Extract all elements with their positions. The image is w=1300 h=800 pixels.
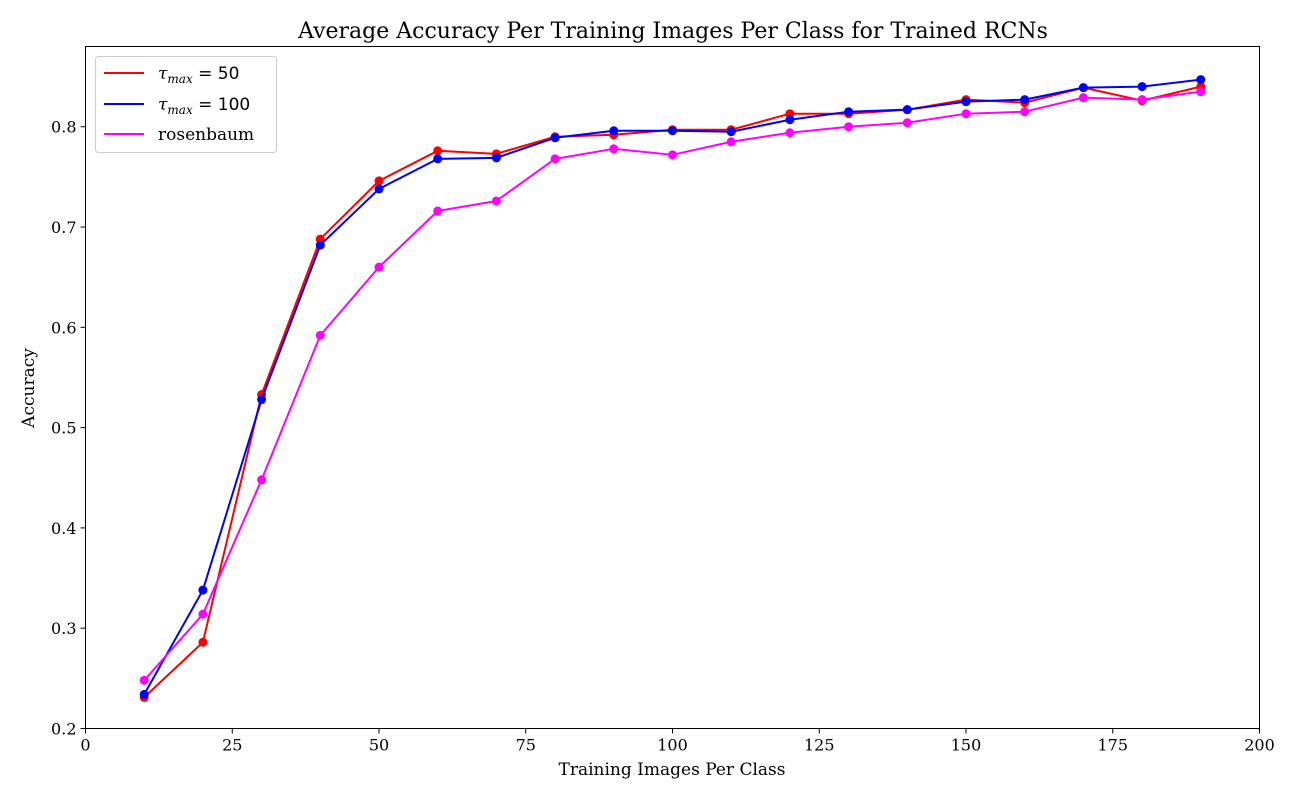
data-point — [433, 154, 443, 164]
x-tick-label: 150 — [951, 736, 982, 755]
data-point — [433, 146, 443, 156]
data-point — [961, 97, 971, 107]
data-point — [902, 118, 912, 128]
data-point — [609, 126, 619, 136]
y-tick-label: 0.5 — [51, 419, 76, 438]
data-point — [550, 133, 560, 143]
legend-label-tau-100: τmax = 100 — [158, 95, 250, 117]
data-point — [198, 637, 208, 647]
data-point — [1196, 75, 1206, 85]
series-1 — [139, 75, 1206, 699]
data-point — [902, 105, 912, 115]
legend-label-rosenbaum: rosenbaum — [158, 125, 254, 145]
data-point — [668, 126, 677, 136]
data-point — [609, 144, 619, 154]
data-point — [374, 184, 384, 194]
legend: τmax = 50 τmax = 100 rosenbaum — [95, 56, 277, 153]
data-point — [198, 609, 208, 619]
x-axis-label: Training Images Per Class — [559, 760, 786, 780]
data-point — [315, 240, 325, 250]
x-tick-label: 25 — [222, 736, 242, 755]
data-point — [315, 330, 325, 340]
y-tick-label: 0.7 — [51, 218, 76, 237]
x-tick-label: 175 — [1097, 736, 1128, 755]
x-axis: 0 25 50 75 100 125 150 175 200 — [80, 728, 1275, 755]
x-tick-label: 200 — [1244, 736, 1275, 755]
y-tick-label: 0.8 — [51, 118, 76, 137]
x-tick-label: 75 — [516, 736, 536, 755]
data-point — [374, 176, 384, 186]
y-tick-label: 0.4 — [51, 519, 76, 538]
legend-label-tau-50: τmax = 50 — [158, 64, 239, 86]
data-point — [257, 475, 267, 485]
data-point — [198, 585, 208, 595]
data-point — [374, 262, 384, 272]
data-point — [1137, 95, 1147, 105]
y-tick-label: 0.3 — [51, 619, 76, 638]
series-layer — [139, 75, 1206, 702]
y-axis-label: Accuracy — [19, 348, 39, 429]
data-point — [844, 122, 854, 132]
data-point — [668, 150, 677, 160]
data-point — [550, 154, 560, 164]
data-point — [961, 109, 971, 119]
data-point — [1078, 93, 1088, 103]
series-2 — [139, 87, 1206, 685]
data-point — [257, 395, 267, 405]
data-point — [139, 675, 149, 685]
y-tick-label: 0.6 — [51, 318, 76, 337]
x-tick-label: 0 — [80, 736, 90, 755]
y-axis: 0.2 0.3 0.4 0.5 0.6 0.7 0.8 — [51, 118, 86, 739]
data-point — [1078, 83, 1088, 93]
x-tick-label: 125 — [804, 736, 835, 755]
y-tick-label: 0.2 — [51, 720, 76, 739]
chart-title: Average Accuracy Per Training Images Per… — [297, 19, 1048, 44]
data-point — [726, 137, 736, 147]
data-point — [1137, 82, 1147, 92]
data-point — [1020, 107, 1030, 117]
data-point — [433, 206, 443, 216]
data-point — [1020, 95, 1030, 105]
x-tick-label: 50 — [369, 736, 389, 755]
data-point — [844, 107, 854, 117]
data-point — [491, 196, 501, 206]
data-point — [726, 127, 736, 137]
data-point — [139, 689, 149, 699]
data-point — [785, 115, 795, 125]
x-tick-label: 100 — [657, 736, 688, 755]
data-point — [491, 153, 501, 163]
data-point — [785, 128, 795, 138]
legend-box — [95, 56, 277, 153]
data-point — [1196, 87, 1206, 97]
